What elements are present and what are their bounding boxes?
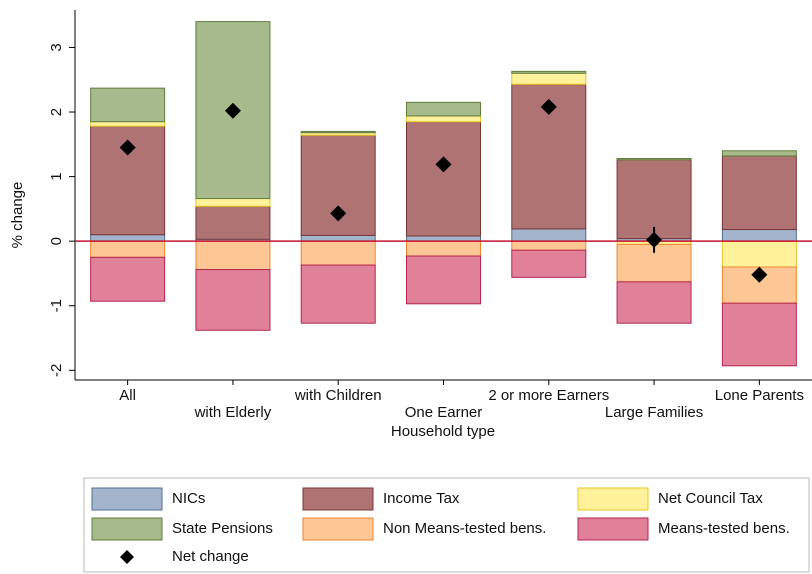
- legend-swatch: [91, 487, 163, 511]
- bar-segment: [511, 70, 587, 74]
- bar-segment: [90, 234, 166, 242]
- legend-swatch: [302, 517, 374, 541]
- bar-segment: [511, 228, 587, 242]
- bar-segment: [90, 240, 166, 258]
- x-tick-label: Large Families: [605, 404, 703, 421]
- legend-label: Net Council Tax: [658, 490, 763, 507]
- bar-segment: [721, 229, 797, 242]
- bar-segment: [90, 256, 166, 302]
- y-tick-label: 0: [48, 237, 65, 245]
- y-axis-label: % change: [9, 182, 26, 249]
- y-tick-label: 1: [48, 172, 65, 180]
- net-marker: [224, 102, 241, 119]
- bar-segment: [721, 155, 797, 231]
- bar-segment: [721, 150, 797, 157]
- x-axis-label: Household type: [391, 423, 495, 440]
- bar-segment: [195, 198, 271, 207]
- bar-segment: [511, 249, 587, 278]
- bar-segment: [406, 255, 481, 305]
- x-tick-label: 2 or more Earners: [488, 387, 609, 404]
- bar-segment: [90, 121, 166, 127]
- legend-box: [83, 477, 810, 573]
- net-marker: [646, 231, 663, 248]
- bar-segment: [406, 115, 481, 123]
- legend-label: Income Tax: [383, 490, 460, 507]
- x-tick-label: with Children: [294, 387, 382, 404]
- bar-segment: [616, 158, 692, 161]
- y-tick-label: 3: [48, 43, 65, 51]
- legend-label: Means-tested bens.: [658, 520, 790, 537]
- bar-segment: [406, 101, 481, 117]
- x-tick-label: One Earner: [405, 404, 483, 421]
- bar-segment: [300, 234, 376, 242]
- bar-segment: [195, 269, 271, 331]
- x-tick-label: All: [119, 387, 136, 404]
- y-tick-label: 2: [48, 108, 65, 116]
- legend-marker: [120, 550, 134, 564]
- y-tick-label: -1: [48, 299, 65, 312]
- legend-label: Net change: [172, 548, 249, 565]
- bar-segment: [300, 264, 376, 324]
- bar-segment: [616, 159, 692, 240]
- legend-swatch: [577, 487, 649, 511]
- bar-segment: [406, 240, 481, 257]
- net-marker: [751, 266, 768, 283]
- x-tick-label: Lone Parents: [715, 387, 804, 404]
- legend-swatch: [577, 517, 649, 541]
- bar-segment: [300, 130, 376, 134]
- bar-segment: [90, 87, 166, 123]
- net-marker: [435, 156, 452, 173]
- bar-segment: [406, 235, 481, 242]
- bar-segment: [511, 240, 587, 251]
- net-marker: [540, 98, 557, 115]
- bar-segment: [721, 302, 797, 367]
- x-tick-label: with Elderly: [194, 404, 272, 421]
- bar-segment: [721, 240, 797, 268]
- bar-segment: [195, 205, 271, 240]
- legend-label: Non Means-tested bens.: [383, 520, 546, 537]
- bar-segment: [616, 281, 692, 324]
- legend-swatch: [91, 517, 163, 541]
- legend-label: State Pensions: [172, 520, 273, 537]
- y-tick-label: -2: [48, 364, 65, 377]
- legend-label: NICs: [172, 490, 205, 507]
- bar-segment: [300, 240, 376, 266]
- bar-segment: [511, 72, 587, 85]
- legend-swatch: [302, 487, 374, 511]
- bar-segment: [195, 240, 271, 271]
- net-marker: [330, 205, 347, 222]
- net-marker: [119, 139, 136, 156]
- bar-segment: [406, 121, 481, 237]
